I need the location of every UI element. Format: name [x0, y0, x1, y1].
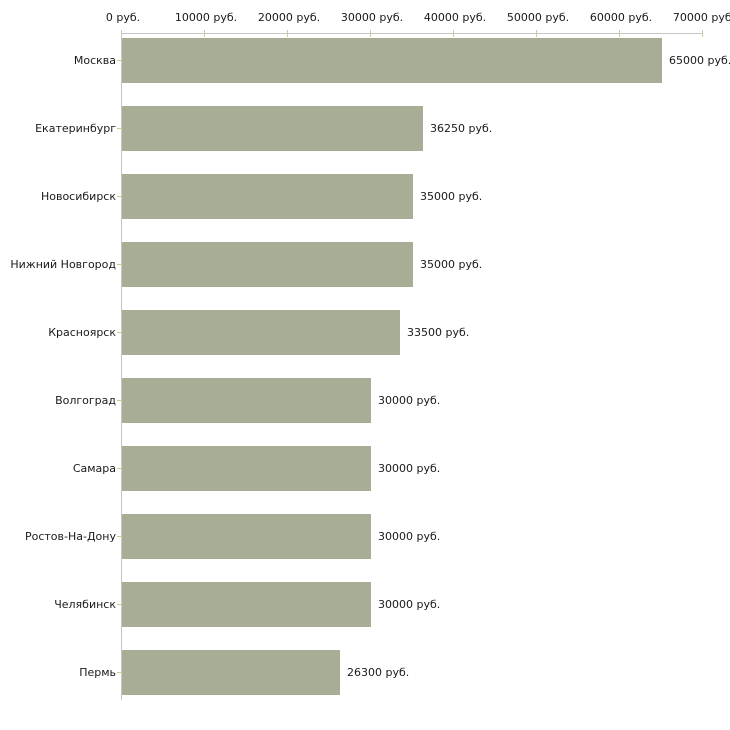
y-tick-mark [117, 332, 122, 333]
y-tick-mark [117, 128, 122, 129]
value-label: 36250 руб. [430, 121, 493, 135]
x-tick-label: 20000 руб. [257, 11, 321, 24]
y-axis-line [121, 33, 122, 700]
category-label: Нижний Новгород [10, 257, 116, 271]
x-tick-label: 10000 руб. [174, 11, 238, 24]
y-tick-mark [117, 468, 122, 469]
y-tick-mark [117, 536, 122, 537]
x-axis-line [121, 33, 703, 34]
y-tick-mark [117, 196, 122, 197]
x-tick-mark [287, 30, 288, 37]
x-tick-label: 60000 руб. [589, 11, 653, 24]
bar [122, 37, 662, 83]
y-tick-mark [117, 400, 122, 401]
x-tick-label: 0 руб. [105, 11, 141, 24]
category-label: Самара [72, 461, 116, 475]
value-label: 65000 руб. [669, 53, 730, 67]
category-label: Екатеринбург [35, 121, 116, 135]
value-label: 35000 руб. [420, 257, 483, 271]
category-label: Волгоград [55, 393, 116, 407]
bar [122, 309, 400, 355]
category-label: Пермь [79, 665, 116, 679]
x-tick-mark [204, 30, 205, 37]
y-tick-mark [117, 264, 122, 265]
value-label: 30000 руб. [378, 393, 441, 407]
x-tick-mark [702, 30, 703, 37]
category-label: Новосибирск [40, 189, 116, 203]
y-tick-mark [117, 604, 122, 605]
x-tick-label: 40000 руб. [423, 11, 487, 24]
y-tick-mark [117, 60, 122, 61]
value-label: 26300 руб. [347, 665, 410, 679]
x-tick-mark [619, 30, 620, 37]
x-tick-label: 70000 руб. [672, 11, 730, 24]
value-label: 30000 руб. [378, 529, 441, 543]
category-label: Ростов-На-Дону [24, 529, 116, 543]
bar [122, 513, 371, 559]
x-tick-label: 50000 руб. [506, 11, 570, 24]
value-label: 33500 руб. [407, 325, 470, 339]
category-label: Челябинск [54, 597, 116, 611]
bar [122, 241, 413, 287]
x-tick-mark [536, 30, 537, 37]
value-label: 30000 руб. [378, 597, 441, 611]
x-tick-mark [121, 30, 122, 37]
bar [122, 105, 423, 151]
category-label: Красноярск [48, 325, 116, 339]
bar [122, 649, 340, 695]
x-tick-mark [370, 30, 371, 37]
bar [122, 445, 371, 491]
category-label: Москва [73, 53, 116, 67]
value-label: 30000 руб. [378, 461, 441, 475]
x-tick-label: 30000 руб. [340, 11, 404, 24]
y-tick-mark [117, 672, 122, 673]
bar [122, 581, 371, 627]
x-tick-mark [453, 30, 454, 37]
bar [122, 377, 371, 423]
bar [122, 173, 413, 219]
value-label: 35000 руб. [420, 189, 483, 203]
